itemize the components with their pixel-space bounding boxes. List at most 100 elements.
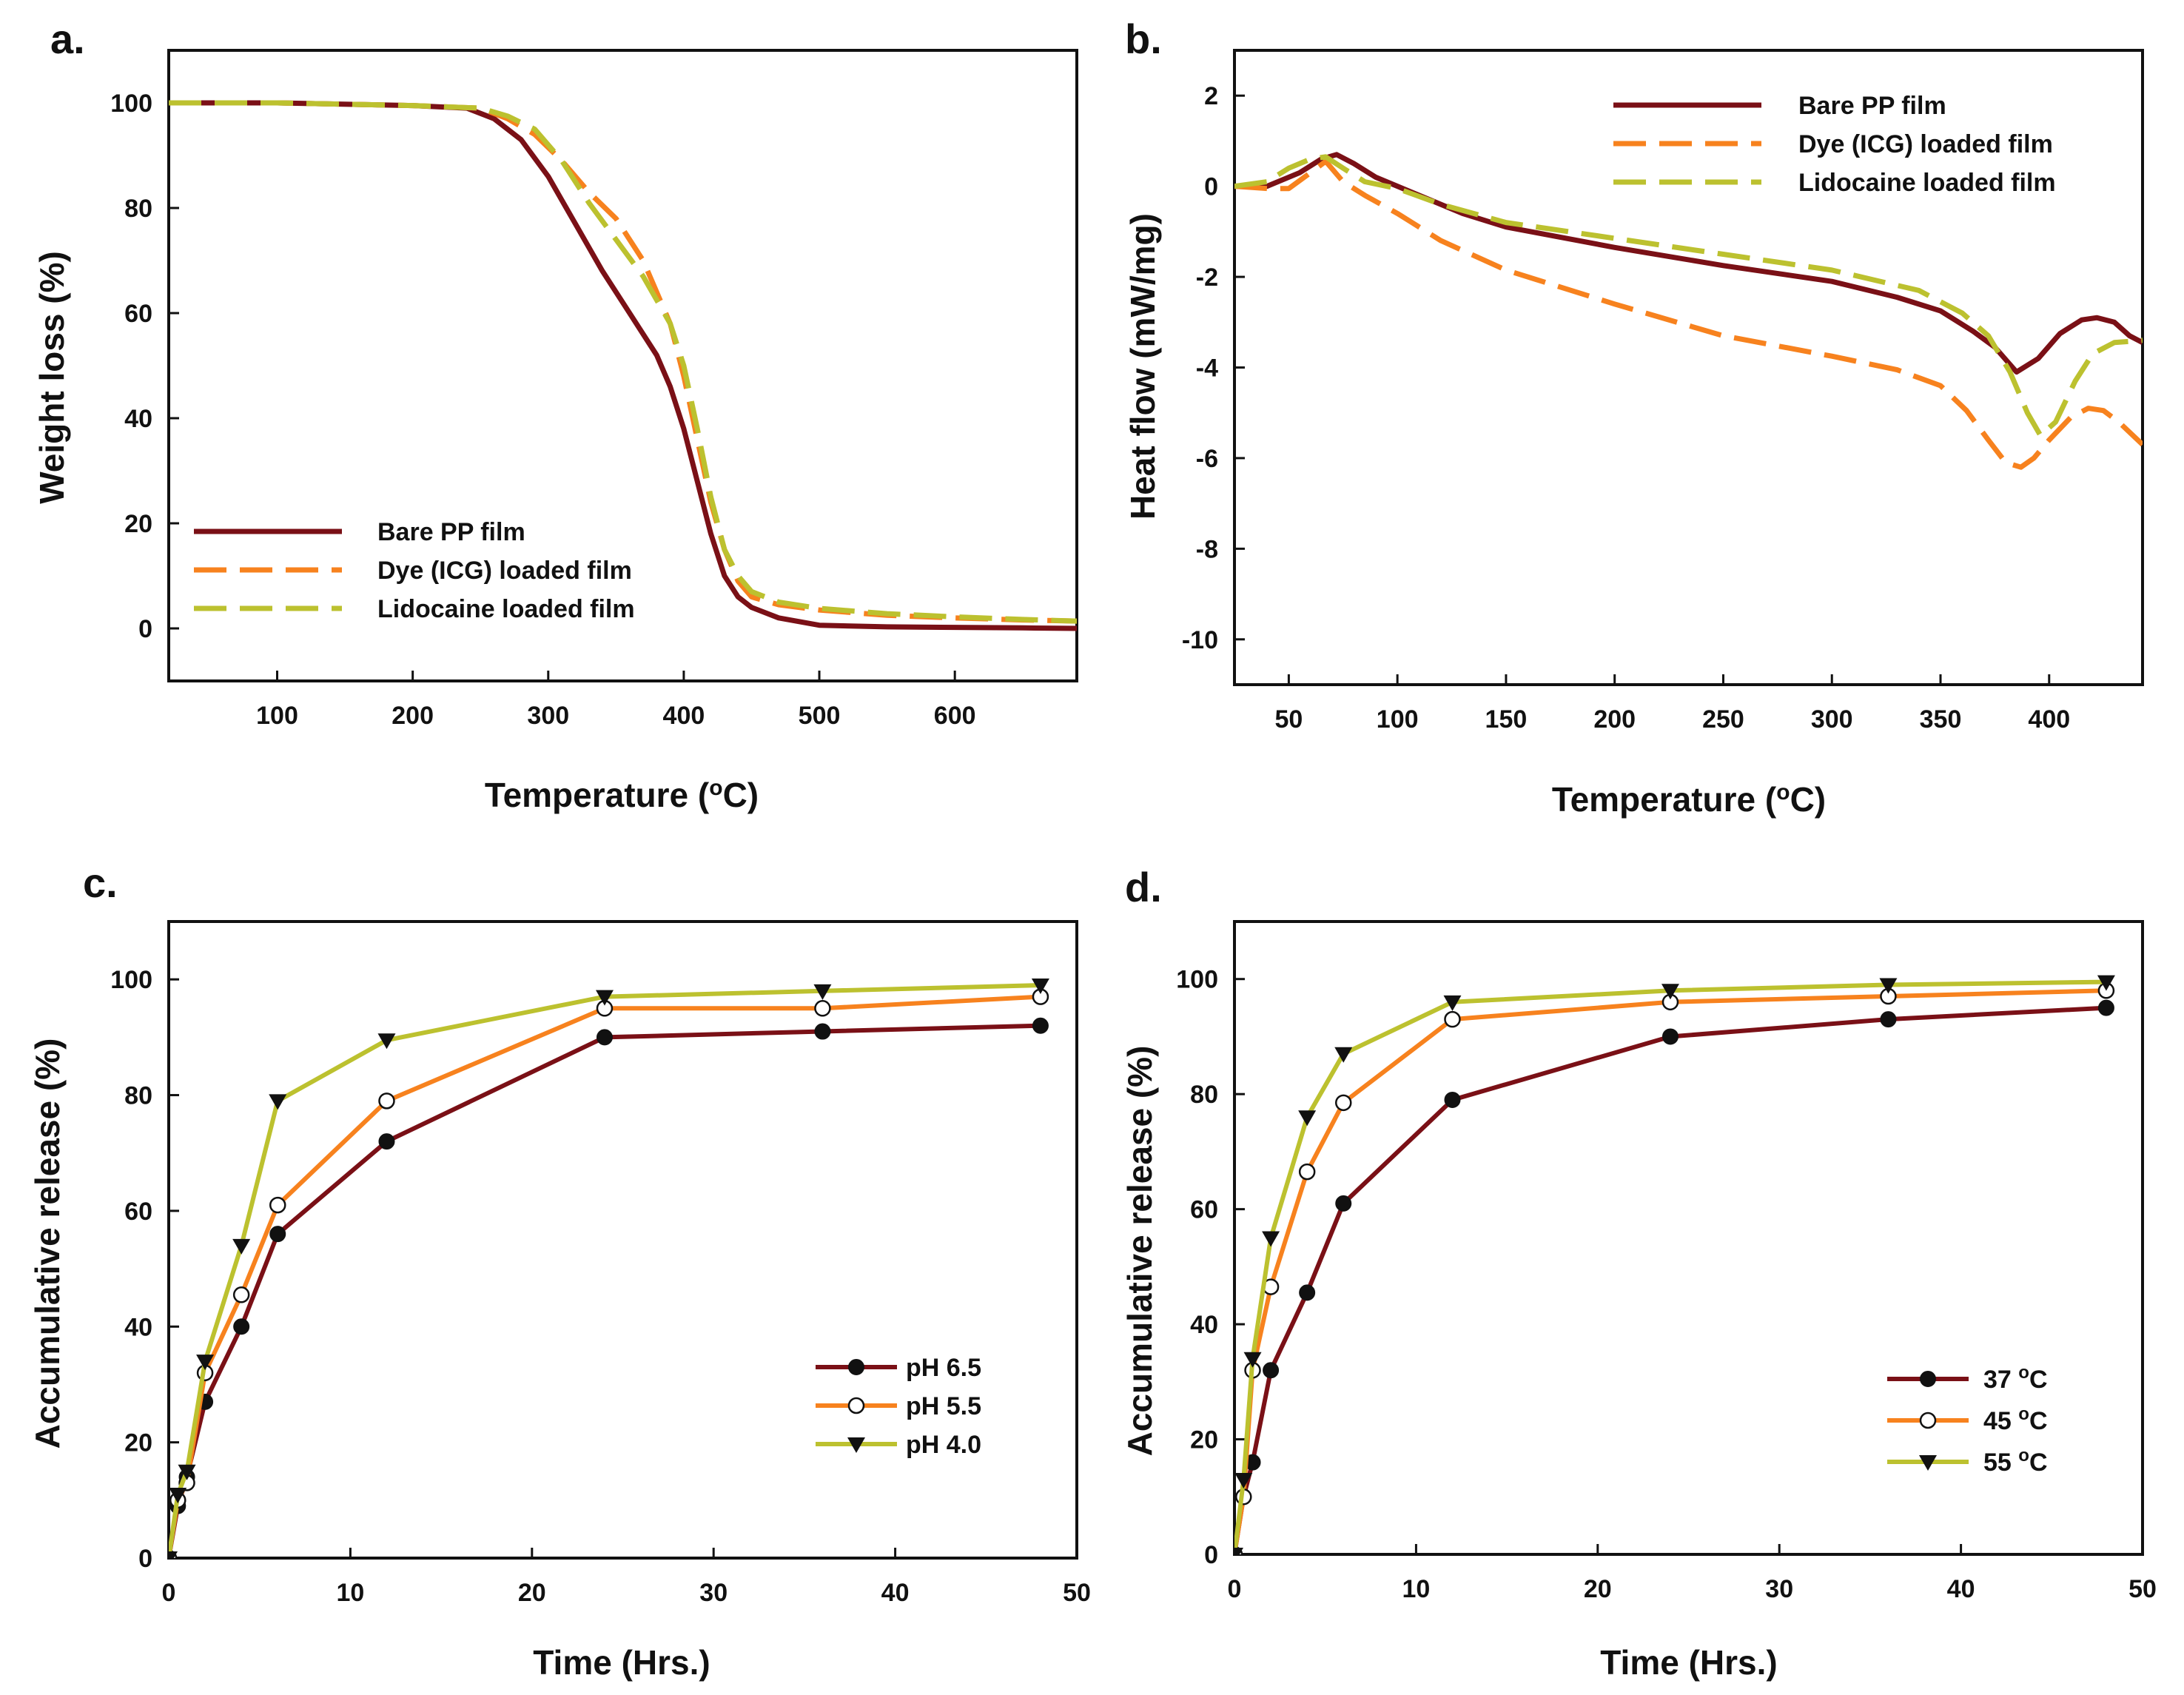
panel-a-y-tick-label: 60 [124,300,152,328]
panel-c-ph-release-chart: c. Time (Hrs.) Accumulative release (%) … [28,859,1091,1682]
panel-c-data-point [269,1226,286,1243]
panel-b-y-tick-label: 2 [1204,82,1218,110]
panel-c-x-tick-label: 30 [699,1579,728,1607]
panel-a-x-tick-label: 400 [663,702,705,730]
panel-d-x-axis-title: Time (Hrs.) [1600,1643,1777,1682]
panel-c-data-point [813,984,832,1000]
panel-b-x-tick-label: 200 [1593,705,1636,734]
panel-d-data-point [1334,1094,1352,1112]
panel-c-data-point [814,1000,831,1017]
panel-c-y-tick-label: 40 [124,1313,152,1341]
panel-d-data-point [1880,1011,1897,1028]
panel-c-plot-frame [167,920,1078,1560]
panel-b-y-tick-label: -10 [1182,626,1218,654]
panel-a-series-line-3 [169,100,1077,624]
panel-c-legend-marker [847,1397,865,1414]
panel-a-x-axis-title: Temperature (oC) [485,776,759,815]
panel-b-y-tick-label: -4 [1196,355,1218,383]
panel-d-data-point [1299,1284,1316,1301]
panel-a-y-tick-label: 100 [110,90,152,118]
panel-a-y-tick-label: 40 [124,405,152,433]
panel-d-legend: 37 oC 45 oC 55 oC [1887,1363,2048,1477]
panel-d-y-tick-label: 20 [1190,1426,1218,1454]
panel-c-data-point [596,1029,613,1046]
panel-b-x-tick-label: 250 [1702,705,1744,734]
panel-b-legend-label: Dye (ICG) loaded film [1798,130,2053,158]
panel-a-series-group [169,100,1077,631]
panel-d-data-point [1661,1028,1679,1045]
panel-a-y-tick-label: 20 [124,510,152,538]
panel-d-data-point [1243,1352,1262,1368]
panel-a-x-tick-label: 300 [527,702,569,730]
panel-c-legend-label: pH 5.5 [906,1392,981,1420]
panel-d-series-line-3 [1234,979,2106,1554]
panel-d-data-point [1444,1091,1461,1108]
panel-c-data-point [1032,1017,1049,1034]
panel-d-data-point [1334,1047,1353,1063]
panel-d-legend-marker [1920,1371,1936,1387]
panel-b-x-tick-label: 100 [1377,705,1419,734]
panel-a-series-line-2 [169,100,1077,624]
panel-b-x-tick-label: 150 [1485,705,1528,734]
panel-d-data-point [2097,999,2114,1016]
panel-d-legend-marker [1919,1455,1937,1471]
panel-c-x-tick-label: 0 [162,1579,176,1607]
panel-d-x-tick-label: 10 [1402,1575,1430,1603]
panel-d-temperature-release-chart: d. Time (Hrs.) Accumulative release (%) … [1120,864,2157,1682]
panel-b-y-axis-title: Heat flow (mW/mg) [1123,213,1162,520]
panel-a-legend-label: Bare PP film [377,518,525,546]
panel-d-data-point [2097,975,2115,991]
panel-c-data-point [269,1094,287,1110]
panel-b-series-group [1234,152,2143,470]
panel-c-y-axis-title: Accumulative release (%) [28,1038,67,1449]
panel-d-series-line-1 [1234,1005,2107,1554]
panel-c-x-tick-label: 50 [1063,1579,1091,1607]
panel-d-data-point [1298,1163,1316,1181]
panel-d-legend-marker [1919,1412,1937,1429]
panel-c-legend-label: pH 4.0 [906,1431,981,1459]
panel-b-y-tick-label: -6 [1196,445,1218,473]
panel-d-data-point [1298,1110,1317,1127]
panel-a-x-tick-label: 500 [799,702,841,730]
panel-c-series-line-3 [169,983,1041,1558]
panel-c-data-point [169,1551,178,1558]
panel-c-x-tick-label: 40 [881,1579,910,1607]
panel-d-data-point [1262,1231,1280,1247]
panel-d-series-line-2 [1234,988,2106,1554]
panel-d-y-tick-label: 60 [1190,1196,1218,1224]
panel-d-y-tick-label: 100 [1176,966,1218,994]
panel-b-y-tick-label: -2 [1196,264,1218,292]
panel-d-x-tick-label: 20 [1584,1575,1612,1603]
panel-c-y-tick-label: 20 [124,1429,152,1457]
panel-c-data-point [178,1464,196,1480]
panel-a-legend-label: Lidocaine loaded film [377,595,635,623]
panel-b-y-tick-label: -8 [1196,535,1218,563]
panel-b-heat-flow-chart: b. Temperature (oC) Heat flow (mW/mg) 50… [1123,16,2144,819]
panel-c-data-point [232,1238,251,1255]
panel-a-x-tick-label: 100 [256,702,298,730]
panel-a-x-tick-label: 200 [392,702,434,730]
panel-d-y-tick-label: 80 [1190,1081,1218,1109]
panel-c-data-point [232,1286,250,1303]
panel-a-y-tick-label: 0 [138,615,152,643]
panel-d-letter: d. [1125,864,1162,910]
panel-d-plot-frame [1233,920,2144,1556]
panel-c-data-point [1031,979,1049,994]
panel-c-data-point [595,990,614,1006]
panel-d-data-point [1234,1548,1243,1554]
panel-b-x-tick-label: 400 [2028,705,2070,734]
panel-c-legend-marker [847,1437,865,1453]
panel-a-thermogravimetric-chart: a. Temperature (oC) Weight loss (%) 100 2… [33,16,1078,815]
panel-b-legend: Bare PP film Dye (ICG) loaded film Lidocai… [1613,92,2056,197]
panel-a-letter: a. [50,16,85,62]
panel-c-data-point [378,1133,395,1150]
panel-c-letter: c. [83,859,118,906]
panel-c-x-axis-title: Time (Hrs.) [533,1643,710,1682]
panel-d-data-point [1879,978,1898,994]
panel-d-legend-label: 55 oC [1983,1446,2048,1477]
panel-c-y-tick-label: 100 [110,966,152,994]
panel-b-y-tick-label: 0 [1204,173,1218,201]
panel-a-plot-frame [167,49,1078,682]
panel-d-y-tick-label: 40 [1190,1311,1218,1339]
